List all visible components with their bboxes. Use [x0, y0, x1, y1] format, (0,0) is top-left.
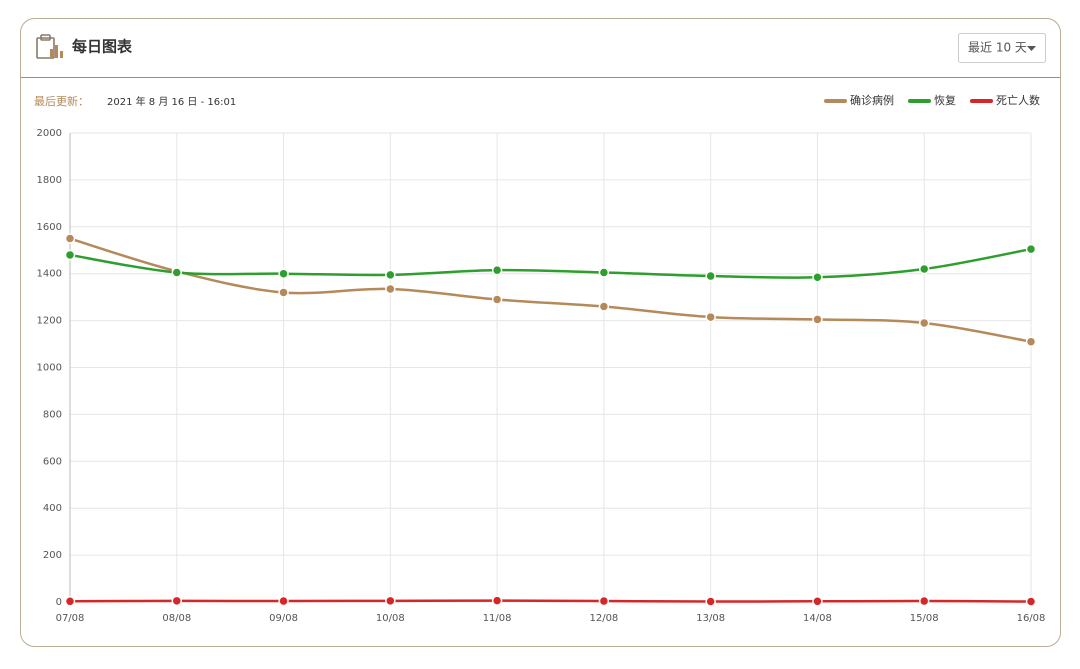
- data-point: [278, 268, 289, 279]
- legend-label: 死亡人数: [996, 93, 1040, 107]
- update-label: 最后更新：: [34, 94, 89, 108]
- data-point: [812, 314, 823, 325]
- y-tick-label: 400: [43, 503, 62, 514]
- data-point: [385, 269, 396, 281]
- data-point: [1025, 243, 1037, 255]
- x-tick-label: 12/08: [589, 613, 618, 624]
- y-tick-label: 1600: [37, 222, 62, 233]
- dropdown-label[interactable]: 最近 10 天: [968, 41, 1027, 55]
- data-point: [491, 595, 503, 606]
- data-point: [64, 596, 76, 607]
- data-point: [491, 294, 503, 305]
- series-line: [69, 237, 1032, 343]
- data-point: [64, 249, 76, 261]
- data-point: [278, 287, 289, 298]
- x-tick-label: 10/08: [376, 613, 405, 624]
- data-point: [491, 264, 503, 276]
- data-point: [812, 596, 823, 607]
- card-title: 每日图表: [72, 38, 133, 56]
- legend-label: 恢复: [934, 93, 956, 107]
- data-point: [812, 271, 823, 283]
- x-tick-label: 07/08: [56, 613, 85, 624]
- data-point: [705, 311, 716, 323]
- card: [20, 18, 1061, 647]
- data-point: [918, 317, 930, 329]
- data-point: [918, 263, 930, 275]
- y-tick-label: 1400: [37, 269, 62, 280]
- y-tick-label: 800: [43, 409, 62, 420]
- x-tick-label: 13/08: [696, 613, 725, 624]
- data-point: [385, 283, 396, 295]
- chart-icon: [36, 34, 63, 59]
- data-point: [278, 595, 289, 607]
- y-tick-label: 1200: [37, 316, 62, 327]
- series-line: [69, 247, 1032, 279]
- data-point: [598, 301, 610, 312]
- data-point: [171, 267, 183, 278]
- y-tick-label: 200: [43, 550, 62, 561]
- data-point: [385, 595, 396, 607]
- data-point: [1025, 336, 1037, 347]
- update-time: 2021 年 8 月 16 日 - 16:01: [107, 95, 236, 108]
- x-tick-label: 11/08: [483, 613, 512, 624]
- x-tick-label: 16/08: [1017, 613, 1046, 624]
- range-dropdown[interactable]: [958, 33, 1046, 63]
- y-tick-label: 1800: [37, 175, 62, 186]
- y-tick-label: 600: [43, 456, 62, 467]
- data-point: [705, 270, 716, 282]
- x-tick-label: 14/08: [803, 613, 832, 624]
- y-tick-label: 1000: [37, 363, 62, 374]
- data-point: [64, 233, 76, 244]
- data-point: [918, 595, 930, 607]
- x-tick-label: 09/08: [269, 613, 298, 624]
- legend-label: 确诊病例: [850, 93, 894, 107]
- data-point: [598, 267, 610, 278]
- y-tick-label: 0: [56, 597, 62, 608]
- y-tick-label: 2000: [37, 128, 62, 139]
- data-point: [598, 595, 610, 607]
- series-line: [69, 599, 1032, 603]
- x-tick-label: 15/08: [910, 613, 939, 624]
- data-point: [171, 595, 183, 607]
- data-point: [705, 596, 716, 607]
- dropdown-caret: [1027, 46, 1036, 51]
- x-tick-label: 08/08: [162, 613, 191, 624]
- data-point: [1025, 596, 1037, 607]
